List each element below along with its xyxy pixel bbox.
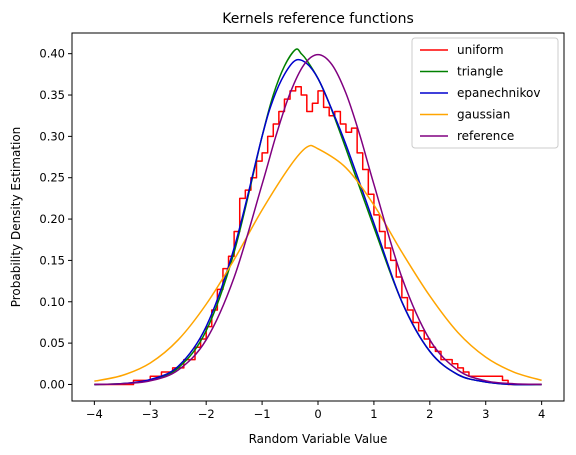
y-tick-label: 0.10 [39,295,65,309]
y-tick-label: 0.30 [39,129,65,143]
series-layer [94,48,542,386]
y-tick-label: 0.35 [39,88,65,102]
x-tick-label: −1 [254,407,271,421]
y-tick-label: 0.00 [39,377,65,391]
legend-label-uniform: uniform [457,43,504,57]
y-tick-label: 0.20 [39,212,65,226]
series-line-gaussian [94,144,542,382]
x-tick-label: 4 [538,407,545,421]
legend-label-gaussian: gaussian [457,108,510,122]
y-tick-label: 0.25 [39,171,65,185]
y-axis: 0.00 0.05 0.10 0.15 0.20 0.25 0.30 0.35 0.40 [39,47,72,391]
series-line-epanechnikov [94,58,542,386]
x-tick-label: 2 [426,407,433,421]
x-tick-label: 1 [370,407,377,421]
x-tick-label: −4 [86,407,103,421]
legend: uniform triangle epanechnikov gaussian refer… [411,37,559,149]
y-tick-label: 0.15 [39,253,65,267]
legend-label-triangle: triangle [457,65,503,79]
series-line-reference [94,53,542,386]
y-tick-label: 0.40 [39,47,65,61]
x-tick-label: −3 [142,407,159,421]
y-axis-label: Probability Density Estimation [9,127,23,308]
legend-label-reference: reference [457,129,514,143]
x-tick-label: 0 [314,407,321,421]
y-tick-label: 0.05 [39,336,65,350]
legend-label-epanechnikov: epanechnikov [457,86,540,100]
x-axis: −4 −3 −2 −1 0 1 2 3 4 [86,401,545,421]
x-tick-label: −2 [198,407,215,421]
x-axis-label: Random Variable Value [249,432,388,446]
x-tick-label: 3 [482,407,489,421]
chart-title: Kernels reference functions [222,11,414,27]
legend-frame [411,37,559,149]
